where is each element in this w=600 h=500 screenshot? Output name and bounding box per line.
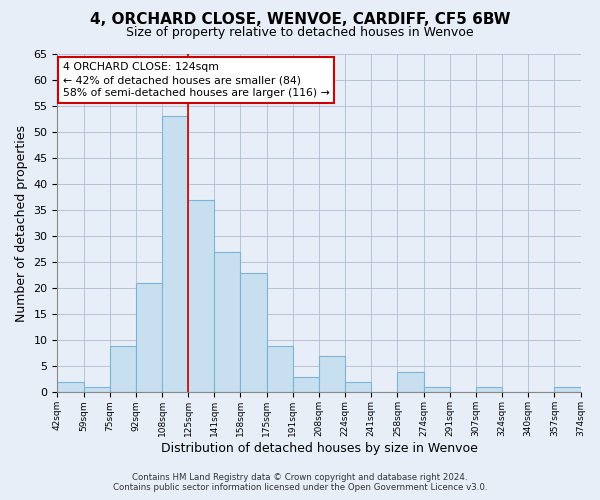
Y-axis label: Number of detached properties: Number of detached properties: [15, 124, 28, 322]
Bar: [83, 387, 110, 392]
Bar: [58, 382, 83, 392]
Bar: [136, 283, 162, 393]
Bar: [241, 272, 266, 392]
X-axis label: Distribution of detached houses by size in Wenvoe: Distribution of detached houses by size …: [161, 442, 478, 455]
Text: Contains HM Land Registry data © Crown copyright and database right 2024.
Contai: Contains HM Land Registry data © Crown c…: [113, 473, 487, 492]
Bar: [424, 387, 450, 392]
Bar: [266, 346, 293, 393]
Bar: [476, 387, 502, 392]
Bar: [397, 372, 424, 392]
Bar: [293, 377, 319, 392]
Bar: [110, 346, 136, 393]
Bar: [188, 200, 214, 392]
Text: 4 ORCHARD CLOSE: 124sqm
← 42% of detached houses are smaller (84)
58% of semi-de: 4 ORCHARD CLOSE: 124sqm ← 42% of detache…: [62, 62, 329, 98]
Text: Size of property relative to detached houses in Wenvoe: Size of property relative to detached ho…: [126, 26, 474, 39]
Bar: [162, 116, 188, 392]
Text: 4, ORCHARD CLOSE, WENVOE, CARDIFF, CF5 6BW: 4, ORCHARD CLOSE, WENVOE, CARDIFF, CF5 6…: [90, 12, 510, 28]
Bar: [214, 252, 241, 392]
Bar: [554, 387, 581, 392]
Bar: [345, 382, 371, 392]
Bar: [319, 356, 345, 393]
